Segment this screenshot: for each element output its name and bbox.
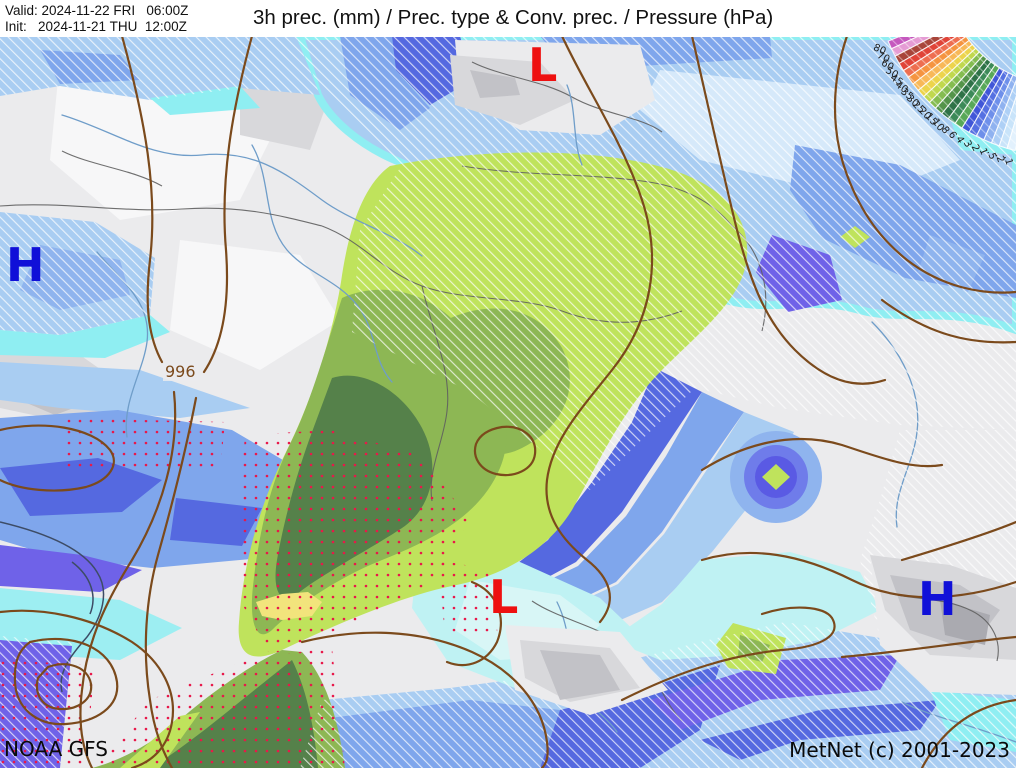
legend-tick-label: .5: [984, 149, 998, 162]
copyright-label: MetNet (c) 2001-2023: [789, 738, 1010, 762]
legend-tick-label: .2: [993, 152, 1006, 164]
legend-tick-label: .1: [1001, 154, 1014, 166]
pressure-center-high: H: [6, 238, 45, 292]
model-credit-label: NOAA GFS: [4, 737, 108, 761]
pressure-center-low: L: [489, 570, 519, 624]
isobars-layer: [0, 34, 1016, 768]
legend-tick-label: 70: [875, 50, 891, 66]
legend-tick-label: 2: [969, 143, 982, 153]
init-time-label: Init: 2024-11-21 THU 12:00Z: [5, 19, 187, 34]
pressure-center-low: L: [528, 38, 558, 92]
valid-time-label: Valid: 2024-11-22 FRI 06:00Z: [5, 3, 189, 18]
pressure-center-high: H: [918, 572, 957, 626]
legend-tick-label: 3: [961, 139, 974, 150]
legend-tick-label: 1: [977, 147, 990, 157]
precip-bullseye: [730, 431, 822, 523]
legend-tick-label: 60: [879, 58, 895, 74]
header-bar: Valid: 2024-11-22 FRI 06:00Z Init: 2024-…: [0, 0, 1016, 37]
terrain-islands-layer: [450, 40, 1016, 715]
page-title: 3h prec. (mm) / Prec. type & Conv. prec.…: [253, 6, 774, 29]
legend-tick-label: 4: [953, 134, 966, 145]
convective-dots-layer: [0, 418, 498, 768]
legend-tick-label: 80: [871, 42, 887, 57]
legend-tick-label: 6: [946, 130, 959, 141]
legend-hatch-overlay: [888, 14, 1016, 151]
isobar-label: 996: [163, 362, 198, 381]
legend-tick-label: 8: [939, 125, 952, 137]
